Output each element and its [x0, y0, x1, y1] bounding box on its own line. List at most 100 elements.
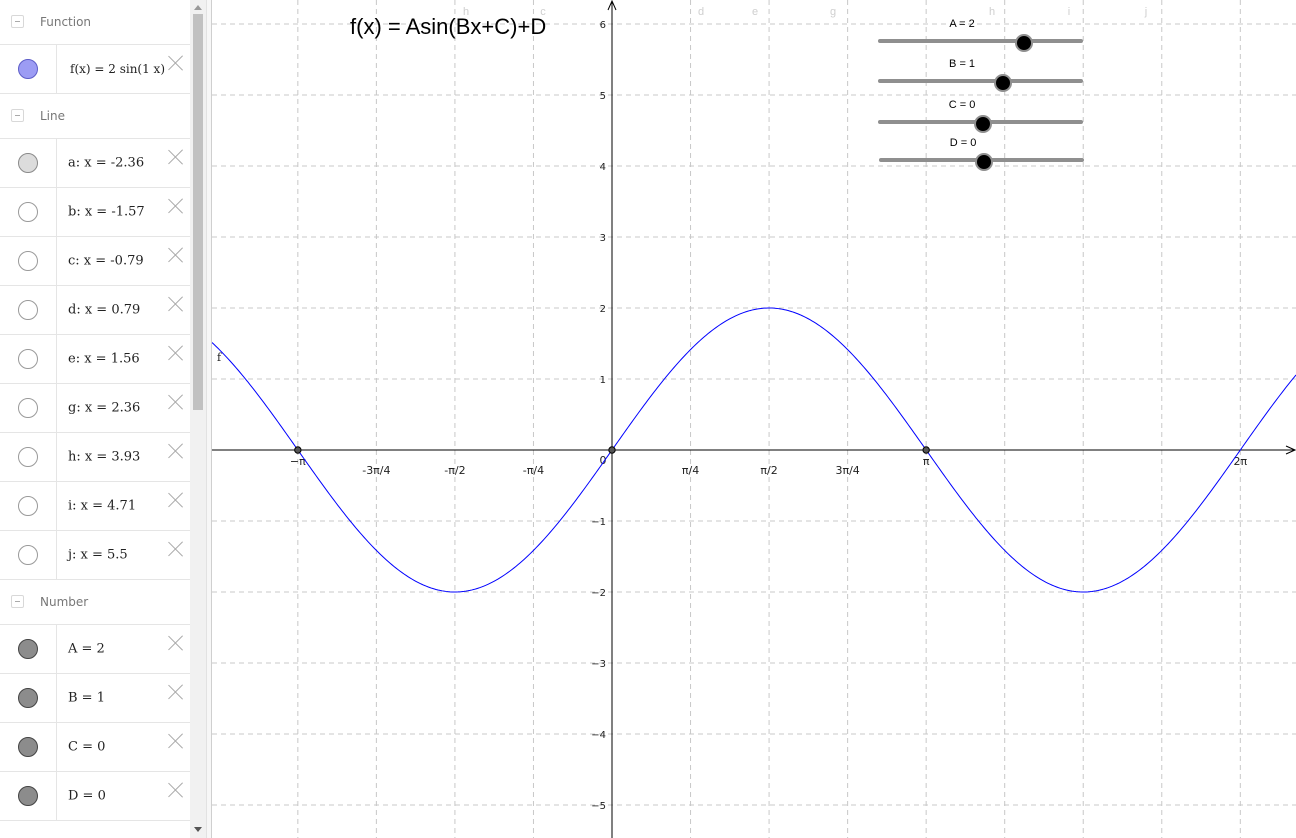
- graph-canvas[interactable]: h c d e g h i j −π -3π/4 -π/2 -π/4 0 π/4 π/2 3π/4 π 2π 6 5 4…: [212, 0, 1296, 838]
- algebra-item[interactable]: e: x = 1.56: [0, 335, 190, 384]
- visibility-toggle-icon[interactable]: [18, 688, 38, 708]
- slider-a[interactable]: A = 2: [878, 18, 1083, 58]
- algebra-view: Function f(x) = 2 sin(1 x) Line a: x = -2.3…: [0, 0, 190, 838]
- algebra-item[interactable]: B = 1: [0, 674, 190, 723]
- slider-knob[interactable]: [974, 153, 993, 171]
- algebra-scrollbar[interactable]: [190, 0, 206, 838]
- point[interactable]: [608, 446, 616, 454]
- algebra-item-definition[interactable]: A = 2: [68, 641, 105, 657]
- delete-x-icon[interactable]: [166, 633, 186, 653]
- visibility-toggle-icon[interactable]: [18, 349, 38, 369]
- slider-b[interactable]: B = 1: [878, 58, 1083, 98]
- algebra-item-definition[interactable]: c: x = -0.79: [68, 253, 144, 269]
- delete-x-icon[interactable]: [166, 53, 186, 73]
- delete-x-icon[interactable]: [166, 294, 186, 314]
- algebra-item[interactable]: g: x = 2.36: [0, 384, 190, 433]
- group-label: Function: [40, 15, 92, 29]
- slider-track[interactable]: [878, 39, 1083, 43]
- algebra-item-definition[interactable]: d: x = 0.79: [68, 302, 141, 318]
- algebra-item[interactable]: i: x = 4.71: [0, 482, 190, 531]
- delete-x-icon[interactable]: [166, 196, 186, 216]
- delete-x-icon[interactable]: [166, 731, 186, 751]
- x-tick-label: π/2: [760, 464, 777, 477]
- algebra-item-definition[interactable]: g: x = 2.36: [68, 400, 141, 416]
- function-label: f: [217, 351, 222, 364]
- visibility-toggle-icon[interactable]: [18, 447, 38, 467]
- algebra-item-definition[interactable]: e: x = 1.56: [68, 351, 140, 367]
- delete-x-icon[interactable]: [166, 682, 186, 702]
- y-tick-label: 2: [600, 304, 606, 315]
- algebra-item[interactable]: h: x = 3.93: [0, 433, 190, 482]
- algebra-item[interactable]: D = 0: [0, 772, 190, 821]
- slider-knob[interactable]: [1014, 34, 1033, 52]
- algebra-item[interactable]: c: x = -0.79: [0, 237, 190, 286]
- visibility-toggle-icon[interactable]: [18, 300, 38, 320]
- x-tick-label: π: [923, 455, 930, 468]
- scroll-up-arrow-icon[interactable]: [194, 5, 202, 10]
- visibility-toggle-icon[interactable]: [18, 153, 38, 173]
- visibility-toggle-icon[interactable]: [18, 59, 38, 79]
- delete-x-icon[interactable]: [166, 343, 186, 363]
- group-header-function[interactable]: Function: [0, 0, 190, 45]
- visibility-toggle-icon[interactable]: [18, 545, 38, 565]
- x-tick-label: 2π: [1234, 455, 1248, 468]
- slider-knob[interactable]: [994, 74, 1012, 92]
- algebra-item-definition[interactable]: C = 0: [68, 739, 106, 755]
- algebra-item[interactable]: b: x = -1.57: [0, 188, 190, 237]
- slider-d[interactable]: D = 0: [879, 137, 1084, 177]
- visibility-toggle-icon[interactable]: [18, 737, 38, 757]
- point[interactable]: [294, 446, 302, 454]
- delete-x-icon[interactable]: [166, 245, 186, 265]
- visibility-toggle-icon[interactable]: [18, 639, 38, 659]
- delete-x-icon[interactable]: [166, 441, 186, 461]
- visibility-cell: [0, 237, 57, 285]
- slider-c[interactable]: C = 0: [878, 99, 1083, 139]
- visibility-cell: [0, 384, 57, 432]
- algebra-item[interactable]: A = 2: [0, 625, 190, 674]
- visibility-toggle-icon[interactable]: [18, 202, 38, 222]
- slider-label: C = 0: [948, 99, 976, 111]
- algebra-item-definition[interactable]: j: x = 5.5: [68, 547, 128, 563]
- visibility-toggle-icon[interactable]: [18, 251, 38, 271]
- line-label: e: [752, 6, 758, 18]
- x-tick-label: −π: [290, 455, 306, 468]
- collapse-minus-icon[interactable]: [11, 109, 24, 122]
- algebra-item-definition[interactable]: i: x = 4.71: [68, 498, 137, 514]
- algebra-item-definition[interactable]: b: x = -1.57: [68, 204, 145, 220]
- delete-x-icon[interactable]: [166, 392, 186, 412]
- algebra-item-definition[interactable]: a: x = -2.36: [68, 155, 145, 171]
- y-tick-label: −3: [591, 659, 606, 670]
- algebra-item-definition[interactable]: B = 1: [68, 690, 105, 706]
- y-tick-label: 1: [600, 375, 606, 386]
- visibility-toggle-icon[interactable]: [18, 398, 38, 418]
- slider-knob[interactable]: [973, 115, 992, 133]
- point[interactable]: [922, 446, 930, 454]
- delete-x-icon[interactable]: [166, 539, 186, 559]
- delete-x-icon[interactable]: [166, 147, 186, 167]
- algebra-item-definition[interactable]: D = 0: [68, 788, 106, 804]
- algebra-item[interactable]: d: x = 0.79: [0, 286, 190, 335]
- algebra-item[interactable]: C = 0: [0, 723, 190, 772]
- algebra-item[interactable]: a: x = -2.36: [0, 139, 190, 188]
- group-header-line[interactable]: Line: [0, 94, 190, 139]
- algebra-item[interactable]: j: x = 5.5: [0, 531, 190, 580]
- algebra-item[interactable]: f(x) = 2 sin(1 x): [0, 45, 190, 94]
- delete-x-icon[interactable]: [166, 490, 186, 510]
- algebra-item-definition[interactable]: h: x = 3.93: [68, 449, 141, 465]
- visibility-cell: [0, 531, 57, 579]
- scrollbar-thumb[interactable]: [193, 14, 203, 410]
- slider-track[interactable]: [878, 79, 1083, 83]
- visibility-toggle-icon[interactable]: [18, 786, 38, 806]
- y-axis-arrow-icon: [607, 0, 617, 11]
- visibility-toggle-icon[interactable]: [18, 496, 38, 516]
- group-header-number[interactable]: Number: [0, 580, 190, 625]
- collapse-minus-icon[interactable]: [11, 595, 24, 608]
- collapse-minus-icon[interactable]: [11, 15, 24, 28]
- graph-title: f(x) = Asin(Bx+C)+D: [350, 14, 547, 39]
- function-curve-f[interactable]: [212, 307, 1296, 593]
- delete-x-icon[interactable]: [166, 780, 186, 800]
- algebra-item-definition[interactable]: f(x) = 2 sin(1 x): [70, 62, 166, 76]
- graphics-view[interactable]: h c d e g h i j −π -3π/4 -π/2 -π/4 0 π/4 π/2 3π/4 π 2π 6 5 4…: [212, 0, 1296, 838]
- scroll-down-arrow-icon[interactable]: [194, 827, 202, 832]
- view-divider[interactable]: [206, 0, 212, 838]
